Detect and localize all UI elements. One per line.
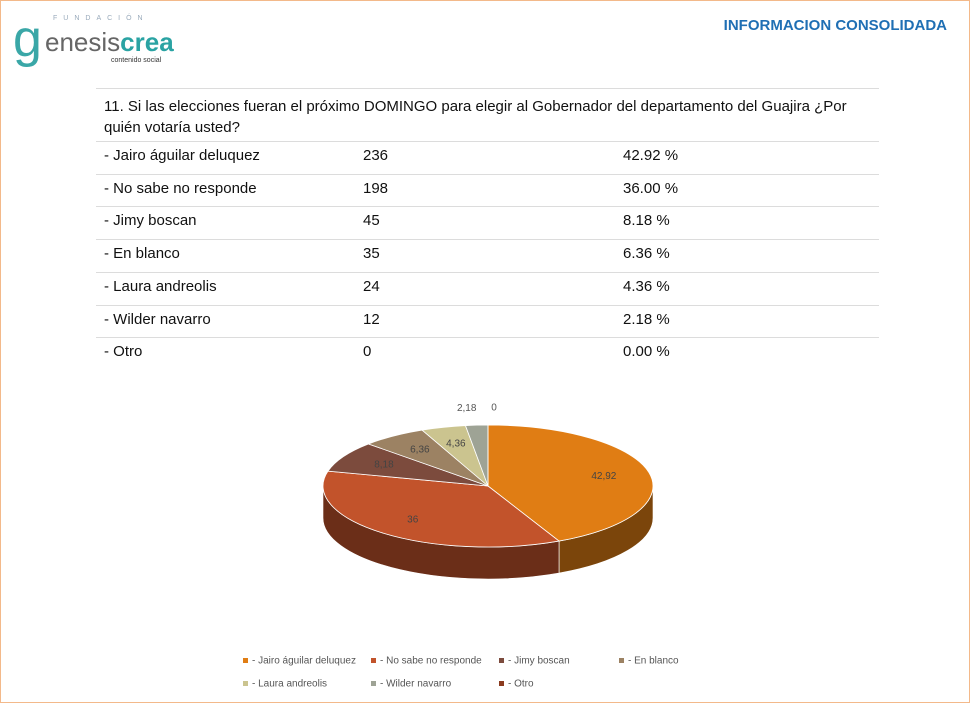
logo-sub: contenido social — [111, 57, 162, 64]
legend-swatch — [243, 681, 248, 686]
pie-slice — [487, 424, 654, 542]
table-cell: 36.00 % — [623, 179, 679, 197]
row-line — [96, 271, 879, 273]
table-cell: 24 — [363, 277, 380, 295]
header-title: INFORMACION CONSOLIDADA — [723, 17, 947, 34]
data-label: 36 — [407, 515, 419, 526]
table-cell: 0.00 % — [623, 343, 670, 361]
logo-text: enesiscrea — [45, 27, 174, 58]
legend-label: - Otro — [508, 679, 534, 690]
table-cell: - En blanco — [104, 245, 180, 263]
table-cell: 12 — [363, 310, 380, 328]
legend-swatch — [371, 658, 376, 663]
table-cell: 6.36 % — [623, 245, 670, 263]
table-cell: 8.18 % — [623, 212, 670, 230]
table-cell: 45 — [363, 212, 380, 230]
question: 11. Si las elecciones fueran el próximo … — [104, 98, 847, 136]
legend-label: - Wilder navarro — [380, 679, 452, 690]
logo-top: FUNDACIÓN — [53, 15, 149, 22]
table-cell: 42.92 % — [623, 147, 679, 164]
table-cell: 0 — [363, 343, 372, 361]
table-cell: - Laura andreolis — [104, 277, 217, 295]
table-cell: 2.18 % — [623, 310, 670, 328]
data-label: 2,18 — [457, 403, 477, 414]
legend-label: - Jairo águilar deluquez — [252, 656, 356, 667]
table-cell: - Wilder navarro — [104, 310, 211, 328]
logo-a: enesis — [45, 27, 121, 57]
legend-swatch — [371, 681, 376, 686]
legend-swatch — [499, 658, 504, 663]
data-label: 8,18 — [374, 459, 394, 470]
logo-b: crea — [120, 27, 174, 57]
table-cell: 35 — [363, 245, 380, 263]
row-line — [96, 206, 879, 208]
pie-slice — [322, 470, 560, 548]
data-label: 0 — [491, 403, 497, 414]
legend-swatch — [619, 658, 624, 663]
legend-label: - En blanco — [628, 656, 679, 667]
legend-label: - Laura andreolis — [252, 679, 327, 690]
row-line — [96, 239, 879, 241]
table-cell: - Jairo águilar deluquez — [104, 147, 260, 164]
legend-label: - No sabe no responde — [380, 656, 482, 667]
legend-label: - Jimy boscan — [508, 656, 570, 667]
legend-swatch — [243, 658, 248, 663]
data-label: 42,92 — [591, 471, 616, 482]
row-line — [96, 173, 879, 175]
table-cell: - Jimy boscan — [104, 212, 197, 230]
data-label: 4,36 — [446, 438, 466, 449]
rule — [96, 88, 879, 89]
row-line — [96, 304, 879, 306]
table-cell: 236 — [363, 147, 389, 164]
legend-swatch — [499, 681, 504, 686]
row-line — [96, 141, 879, 142]
table-cell: - No sabe no responde — [104, 179, 257, 197]
table-cell: 198 — [363, 179, 389, 197]
table-cell: - Otro — [104, 343, 143, 361]
table-cell: 4.36 % — [623, 277, 670, 295]
row-line — [96, 337, 879, 339]
data-label: 6,36 — [410, 445, 430, 456]
logo-g: g — [13, 10, 42, 68]
